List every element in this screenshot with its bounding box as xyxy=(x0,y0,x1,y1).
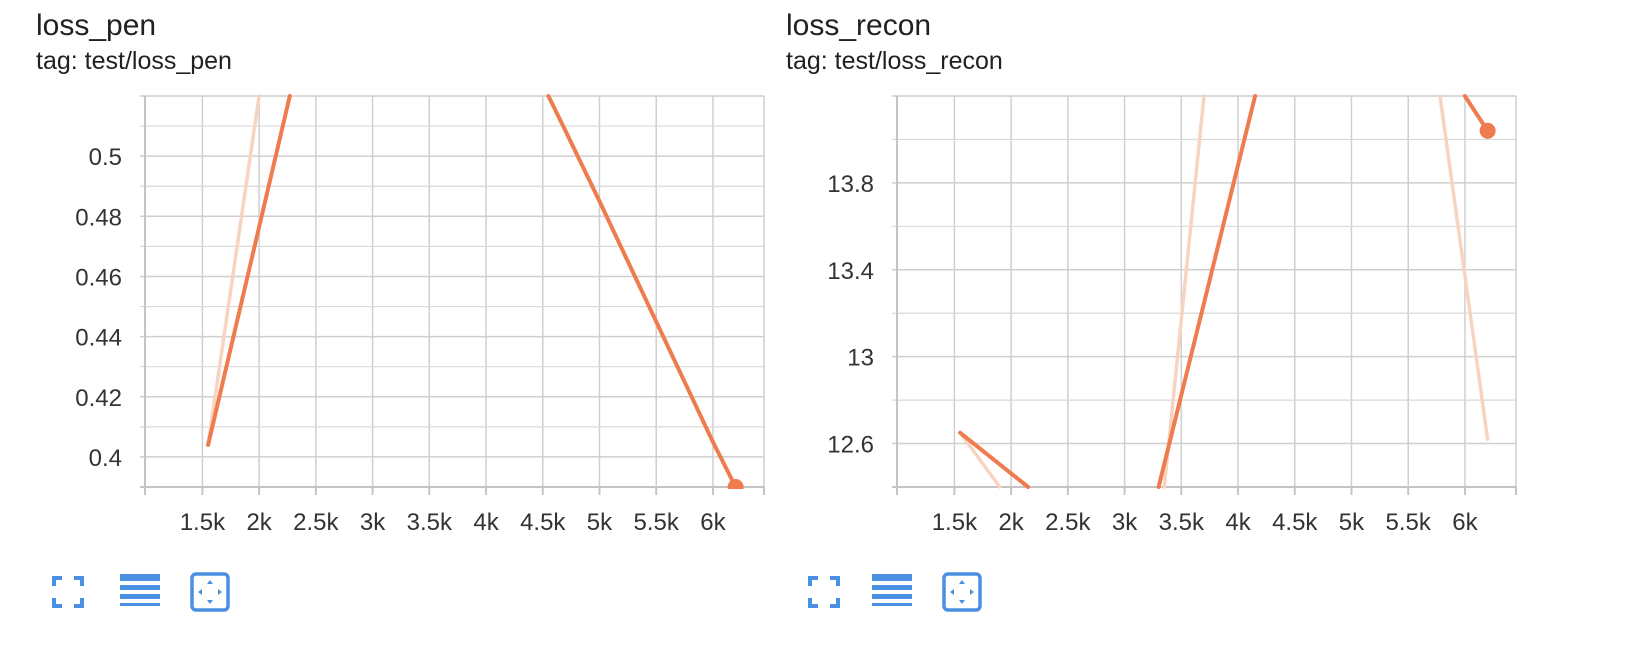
fit-domain-icon xyxy=(190,572,230,612)
series-group xyxy=(958,94,1490,489)
toggle-log-scale-button[interactable] xyxy=(120,572,160,612)
x-tick-label: 2.5k xyxy=(293,509,339,536)
series-group xyxy=(206,94,738,489)
last-point-marker xyxy=(727,479,744,489)
x-tick-label: 6k xyxy=(700,509,726,536)
x-tick-label: 5k xyxy=(587,509,613,536)
x-tick-label: 4.5k xyxy=(520,509,566,536)
grid-lines xyxy=(892,95,1517,488)
x-tick-label: 5k xyxy=(1339,509,1365,536)
chart-title: loss_recon xyxy=(786,9,932,42)
x-tick-label: 3k xyxy=(1112,509,1138,536)
smoothed-series-line xyxy=(958,430,1031,489)
smoothed-series-line xyxy=(206,94,292,447)
x-tick-label: 5.5k xyxy=(634,509,680,536)
smoothed-series-line xyxy=(546,94,738,489)
y-tick-label: 13 xyxy=(847,345,874,372)
x-tick-label: 1.5k xyxy=(180,509,226,536)
raw-series-line xyxy=(206,94,261,447)
fullscreen-button[interactable] xyxy=(48,572,88,612)
x-tick-label: 5.5k xyxy=(1386,509,1432,536)
x-tick-label: 2.5k xyxy=(1045,509,1091,536)
axes xyxy=(140,96,765,495)
list-icon xyxy=(872,574,912,606)
chart-card-loss-recon: loss_recon tag: test/loss_recon 1.5k 2k 2.… xyxy=(786,0,1586,652)
list-icon xyxy=(120,574,160,606)
chart-title: loss_pen xyxy=(36,9,157,42)
chart-card-loss-pen: loss_pen tag: test/loss_pen 1.5k 2k 2.5k 3k… xyxy=(0,0,800,652)
raw-series-line xyxy=(1162,94,1206,489)
fit-domain-button[interactable] xyxy=(190,572,230,612)
y-tick-label: 0.5 xyxy=(89,144,122,171)
fullscreen-button[interactable] xyxy=(804,572,844,612)
toggle-log-scale-button[interactable] xyxy=(872,572,912,612)
chart-plot-loss-recon[interactable]: 1.5k 2k 2.5k 3k 3.5k 4k 4.5k 5k 5.5k 6k 12.6 13 13.4… xyxy=(0,0,1586,540)
grid-lines xyxy=(140,95,765,488)
x-tick-label: 2k xyxy=(998,509,1024,536)
x-tick-label: 3.5k xyxy=(407,509,453,536)
fullscreen-icon xyxy=(52,576,84,608)
axes xyxy=(892,96,1517,495)
chart-tag: tag: test/loss_recon xyxy=(786,47,1003,75)
x-tick-label: 3k xyxy=(360,509,386,536)
raw-series-line xyxy=(1438,94,1490,441)
raw-series-line xyxy=(958,430,1002,489)
y-tick-label: 0.42 xyxy=(75,385,122,412)
y-tick-label: 0.46 xyxy=(75,264,122,291)
smoothed-series-line xyxy=(1156,94,1258,489)
y-tick-label: 0.48 xyxy=(75,204,122,231)
y-tick-label: 0.44 xyxy=(75,325,122,352)
chart-plot-loss-pen[interactable]: 1.5k 2k 2.5k 3k 3.5k 4k 4.5k 5k 5.5k 6k 0.4 0.42 0.4… xyxy=(0,0,800,540)
y-tick-label: 12.6 xyxy=(827,432,874,459)
y-tick-label: 13.4 xyxy=(827,258,874,285)
y-tick-label: 13.8 xyxy=(827,171,874,198)
x-tick-label: 4k xyxy=(1225,509,1251,536)
x-tick-label: 4.5k xyxy=(1272,509,1318,536)
x-tick-label: 1.5k xyxy=(932,509,978,536)
x-tick-label: 2k xyxy=(246,509,272,536)
fullscreen-icon xyxy=(808,576,840,608)
x-tick-label: 4k xyxy=(473,509,499,536)
x-tick-label: 6k xyxy=(1452,509,1478,536)
x-tick-label: 3.5k xyxy=(1159,509,1205,536)
last-point-marker xyxy=(1479,122,1496,139)
y-tick-label: 0.4 xyxy=(89,445,122,472)
chart-tag: tag: test/loss_pen xyxy=(36,47,232,75)
fit-domain-icon xyxy=(942,572,982,612)
fit-domain-button[interactable] xyxy=(942,572,982,612)
